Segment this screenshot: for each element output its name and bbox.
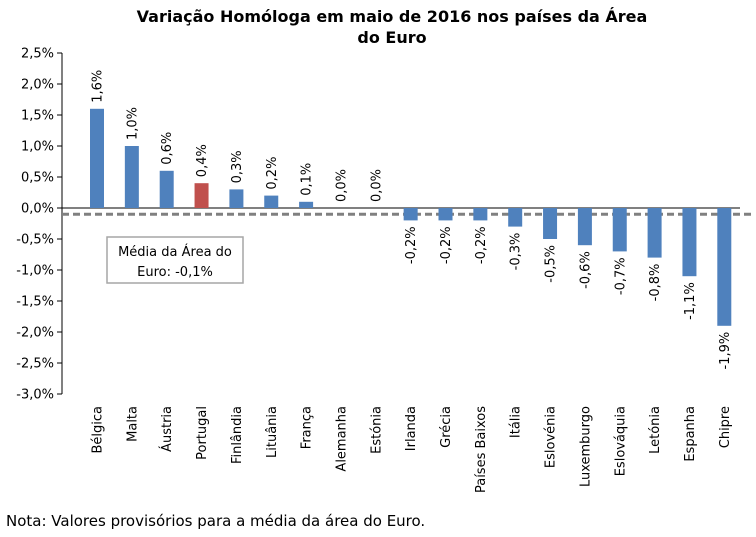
data-labels: 1,6% 1,0% 0,6% 0,4% 0,3% 0,2% 0,1% 0,0% 0,0% -0,2… [91,70,733,370]
bar [717,208,732,326]
data-label: -0,7% [613,257,628,295]
data-label: 0,2% [265,157,280,190]
bar [543,208,558,239]
category-label: Letónia [648,406,663,454]
category-label: Grécia [439,406,454,448]
category-label: Eslovénia [544,406,559,468]
y-tick-label: -1,0% [16,264,54,279]
bar [473,208,488,221]
category-label: França [300,406,315,449]
category-label: Irlanda [404,406,419,451]
y-tick-label: 2,5% [21,47,54,62]
y-tick-label: 1,0% [21,140,54,155]
category-label: Países Baixos [474,406,489,493]
annotation-box [106,236,244,284]
y-tick-label: -2,5% [16,357,54,372]
bar [577,208,592,246]
category-label: Itália [509,406,524,438]
bar [612,208,627,252]
category-label: Bélgica [91,406,106,454]
y-tick-label: -0,5% [16,233,54,248]
data-label: -0,6% [578,251,593,289]
data-label: -0,3% [509,233,524,271]
bar [508,208,523,227]
bar [299,201,314,208]
data-label: 1,0% [125,107,140,140]
category-label: Áustria [159,406,175,452]
data-label: 0,6% [160,132,175,165]
data-label: 0,0% [334,169,349,202]
bar [90,108,104,208]
data-label: -0,2% [404,226,419,264]
y-tick-label: 0,0% [21,202,54,217]
data-label: -0,5% [544,245,559,283]
category-label: Finlândia [230,406,245,464]
category-label: Estónia [369,406,384,454]
data-label: 0,0% [369,169,384,202]
bar [194,183,209,208]
category-label: Alemanha [334,406,349,472]
data-label: -0,2% [474,226,489,264]
reference-annotation: Média da Área do Euro: -0,1% [106,236,244,284]
bar [403,208,418,221]
data-label: -0,8% [648,264,663,302]
y-tick-label: -1,5% [16,295,54,310]
chart-title-line: do Euro [357,28,426,47]
category-label: Chipre [718,406,733,448]
annotation-text: Euro: -0,1% [137,265,213,280]
data-label: -1,9% [718,332,733,370]
bar [647,208,662,258]
category-label: Luxemburgo [578,406,593,487]
data-label: 0,1% [300,163,315,196]
y-tick-label: 0,5% [21,171,54,186]
bar [438,208,453,221]
data-label: 0,3% [230,150,245,183]
bar [264,195,279,208]
data-label: 0,4% [195,144,210,177]
category-label: Portugal [195,406,210,460]
category-label: Eslováquia [613,406,628,476]
y-tick-label: 1,5% [21,109,54,124]
bars [90,108,732,326]
y-tick-label: 2,0% [21,78,54,93]
bar [682,208,697,277]
bar [159,170,174,208]
annotation-text: Média da Área do [118,244,232,260]
bar [124,146,139,208]
chart-title: Variação Homóloga em maio de 2016 nos pa… [137,7,648,47]
chart-title-line: Variação Homóloga em maio de 2016 nos pa… [137,7,648,26]
y-tick-label: -2,0% [16,326,54,341]
data-label: -0,2% [439,226,454,264]
y-axis: 2,5% 2,0% 1,5% 1,0% 0,5% 0,0% -0,5% -1,0% -1,5% -… [16,47,740,403]
data-label: -1,1% [683,282,698,320]
data-label: 1,6% [91,70,106,103]
category-label: Lituânia [265,406,280,458]
category-labels: Bélgica Malta Áustria Portugal Finlândia Litu… [91,406,733,493]
category-label: Malta [125,406,140,442]
bar [229,189,244,208]
y-tick-label: -3,0% [16,388,54,403]
category-label: Espanha [683,406,698,462]
footnote: Nota: Valores provisórios para a média d… [6,512,426,530]
